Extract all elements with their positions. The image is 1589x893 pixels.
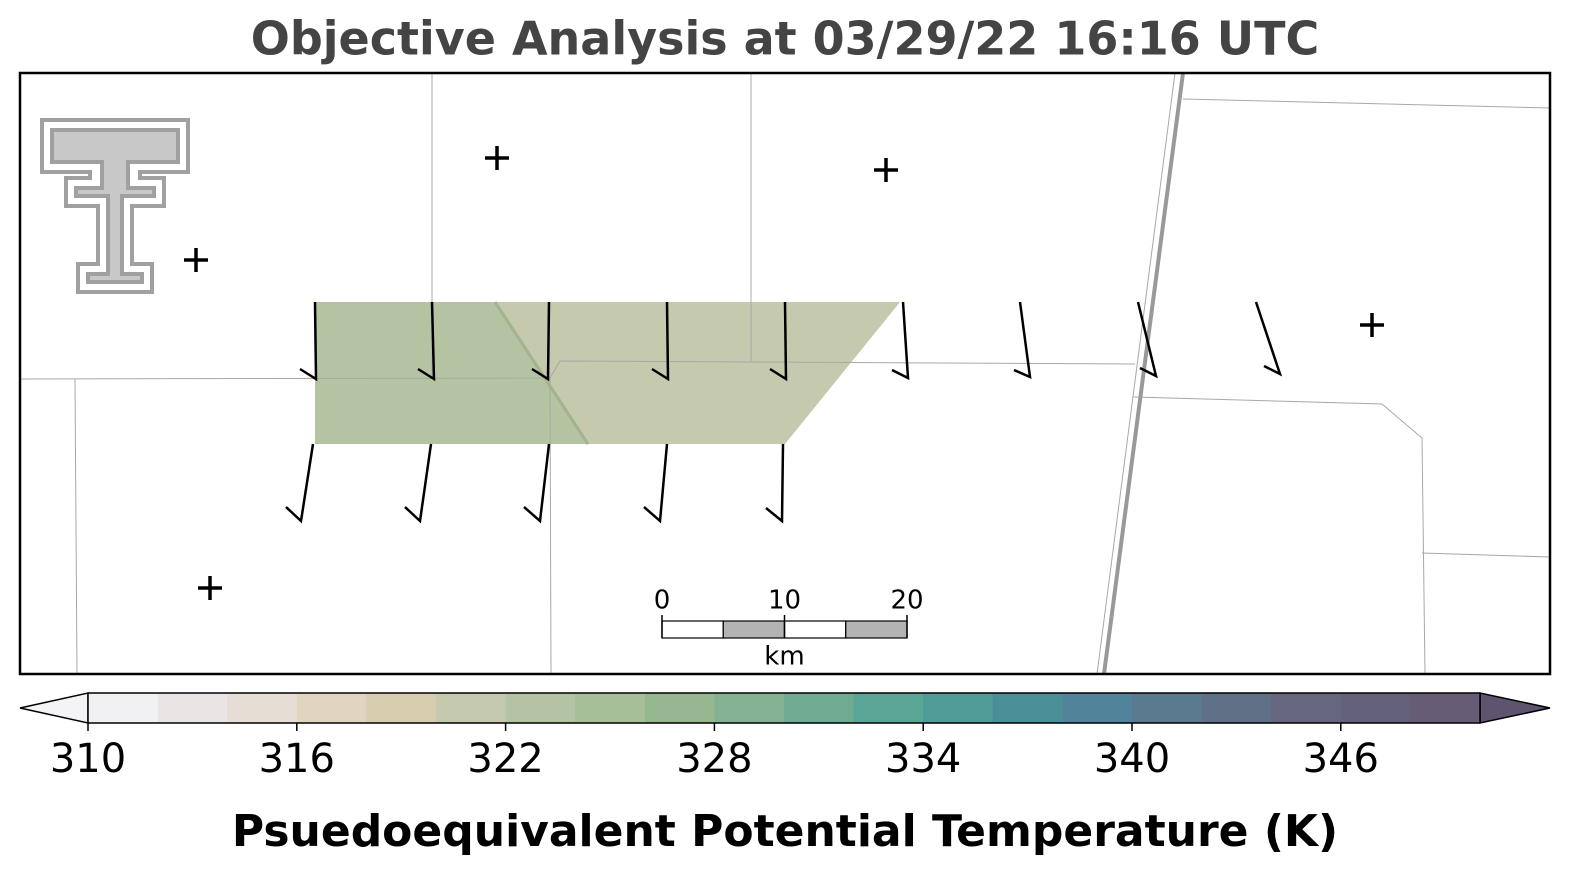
scale-tick-label: 0 xyxy=(654,586,671,616)
scale-unit: km xyxy=(764,642,804,672)
wind-barbs xyxy=(285,301,1283,524)
colorbar-bin xyxy=(436,693,507,723)
county-lines xyxy=(19,72,1551,675)
colorbar-bin xyxy=(1201,693,1272,723)
colorbar-bin xyxy=(644,693,715,723)
colorbar-bin xyxy=(1340,693,1411,723)
colorbar-tick-label: 316 xyxy=(259,736,335,782)
scale-bar: 0 10 20 km xyxy=(654,586,924,672)
contour xyxy=(493,301,590,445)
station-markers xyxy=(184,146,1384,600)
map-frame xyxy=(18,71,1552,676)
colorbar-bin xyxy=(1132,693,1203,723)
colorbar-frame xyxy=(87,692,1481,724)
scale-segment xyxy=(722,620,786,639)
colorbar-label: Psuedoequivalent Potential Temperature (… xyxy=(232,806,1338,857)
colorbar-bin xyxy=(1062,693,1133,723)
colorbar-tick-label: 346 xyxy=(1303,736,1379,782)
scale-segment xyxy=(783,620,847,639)
colorbar-bin xyxy=(505,693,576,723)
colorbar-bin xyxy=(714,693,785,723)
highway xyxy=(1102,72,1185,675)
colorbar: 310 316 322 328 334 340 346 xyxy=(19,692,1551,782)
colorbar-tick-label: 328 xyxy=(676,736,752,782)
scale-segment xyxy=(661,620,724,639)
colorbar-tick-label: 322 xyxy=(467,736,543,782)
logo xyxy=(40,118,190,294)
scale-tick-label: 20 xyxy=(890,586,923,616)
scale-tick-label: 10 xyxy=(768,586,801,616)
shaded-area xyxy=(495,302,900,444)
colorbar-bin xyxy=(784,693,855,723)
scale-segment xyxy=(845,620,908,639)
colorbar-bin xyxy=(923,693,994,723)
colorbar-bin xyxy=(88,693,159,723)
colorbar-tick-label: 310 xyxy=(50,736,126,782)
colorbar-bin xyxy=(992,693,1063,723)
colorbar-bin xyxy=(296,693,367,723)
colorbar-tick-label: 340 xyxy=(1094,736,1170,782)
colorbar-extend-low xyxy=(19,692,89,724)
map: 0 10 20 km xyxy=(18,71,1552,676)
colorbar-bin xyxy=(157,693,228,723)
title: Objective Analysis at 03/29/22 16:16 UTC xyxy=(251,12,1320,66)
colorbar-bin xyxy=(227,693,298,723)
colorbar-tick-label: 334 xyxy=(885,736,961,782)
colorbar-extend-high xyxy=(1479,692,1551,724)
colorbar-bin xyxy=(575,693,646,723)
colorbar-bin xyxy=(853,693,924,723)
colorbar-bin xyxy=(366,693,437,723)
colorbar-bin xyxy=(1271,693,1342,723)
colorbar-bin xyxy=(1410,693,1481,723)
